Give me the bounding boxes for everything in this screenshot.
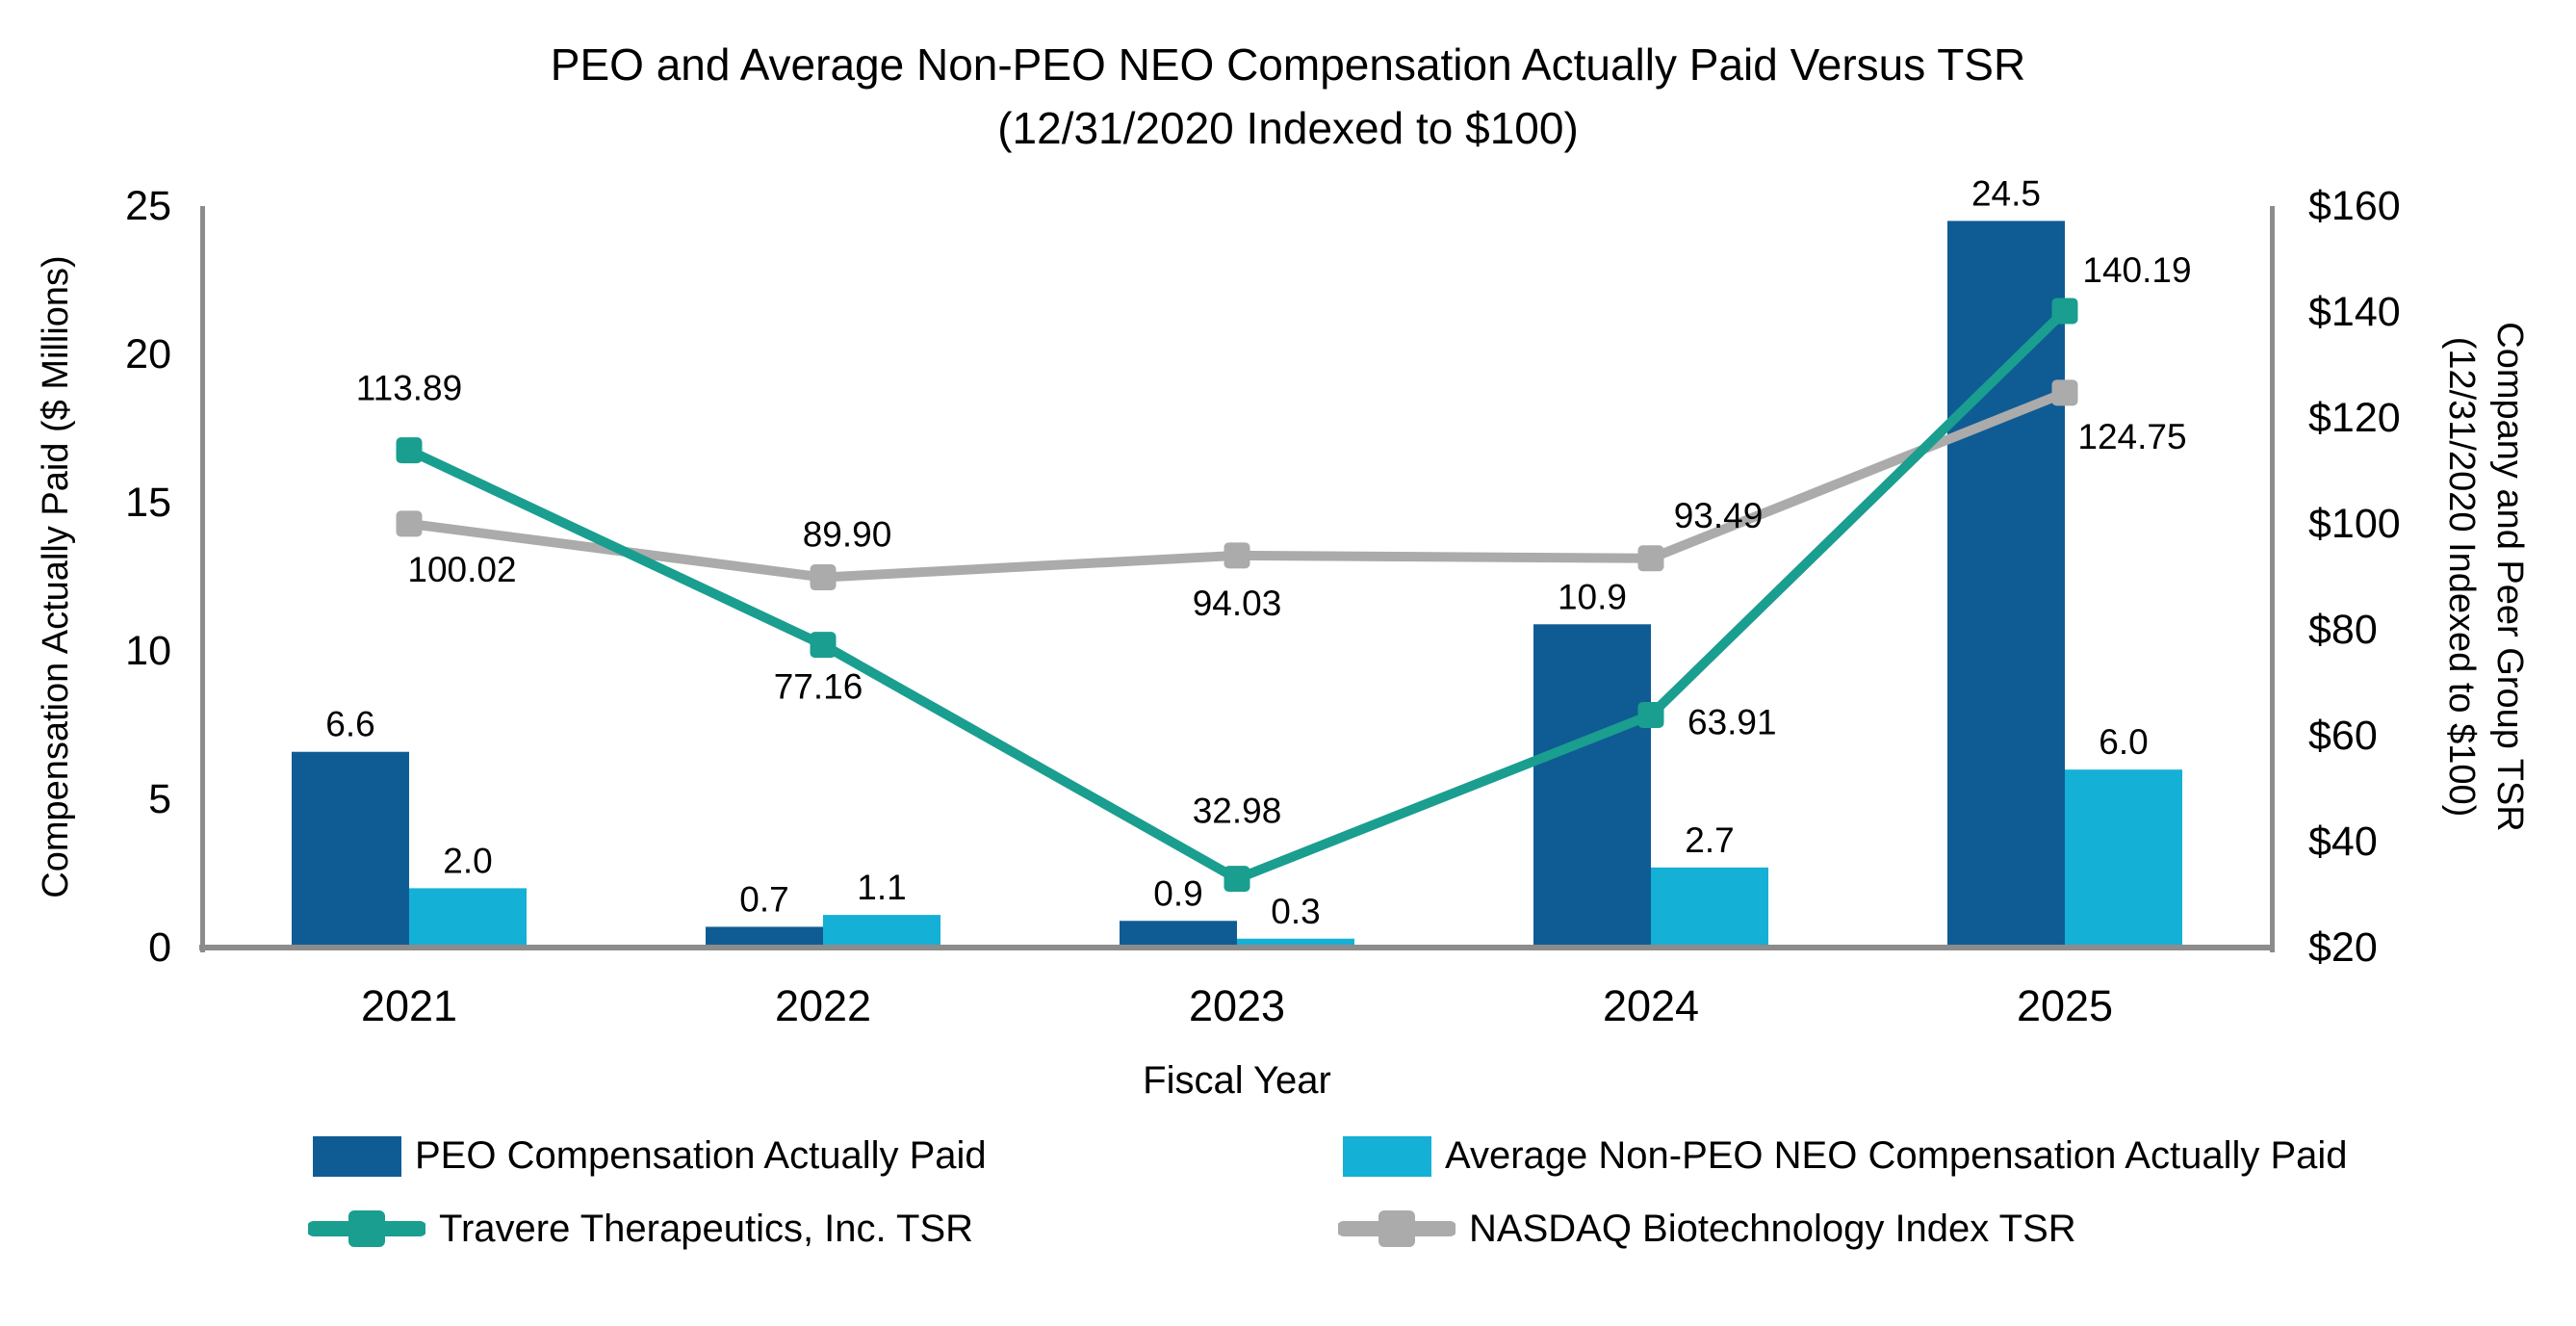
line-marker: [1637, 701, 1664, 728]
bar: [292, 751, 409, 948]
legend-item-travere: Travere Therapeutics, Inc. TSR: [306, 1206, 974, 1252]
line-value-label: 32.98: [1193, 792, 1282, 831]
bar-value-label: 0.3: [1271, 892, 1320, 931]
chart-title-line2: (12/31/2020 Indexed to $100): [997, 103, 1579, 153]
right-tick-label: $60: [2308, 713, 2378, 759]
line-marker: [1637, 545, 1664, 572]
line-value-label: 89.90: [803, 515, 892, 555]
y-axis-line-left: [200, 206, 205, 952]
bar-value-label: 0.9: [1153, 873, 1202, 913]
bar-value-label: 6.6: [325, 705, 374, 744]
legend-item-non-peo: Average Non-PEO NEO Compensation Actuall…: [1343, 1134, 2348, 1178]
x-axis-line: [199, 945, 2275, 950]
bar: [1651, 867, 1768, 948]
bar: [823, 915, 940, 948]
legend-line-marker: [348, 1210, 385, 1247]
line-marker: [396, 510, 423, 537]
line-marker: [810, 632, 837, 659]
bar: [409, 888, 527, 948]
year-label: 2022: [775, 981, 871, 1030]
legend-line-glyph: [306, 1210, 427, 1247]
non-peo-bar-swatch: [1343, 1135, 1431, 1177]
legend-item-peo: PEO Compensation Actually Paid: [313, 1134, 987, 1178]
line-marker: [1224, 866, 1250, 893]
line-value-label: 113.89: [356, 369, 462, 408]
chart-title-line1: PEO and Average Non-PEO NEO Compensation…: [550, 39, 2026, 90]
legend-line-glyph: [1336, 1210, 1457, 1247]
left-tick-label: 5: [148, 776, 171, 822]
bar-value-label: 2.7: [1685, 820, 1734, 860]
year-label: 2023: [1189, 981, 1285, 1030]
left-tick-label: 15: [125, 480, 171, 526]
bar-value-label: 0.7: [739, 879, 788, 919]
bar: [706, 926, 823, 948]
chart-title: PEO and Average Non-PEO NEO Compensation…: [0, 33, 2576, 160]
right-axis-title-line1: Company and Peer Group TSR: [2489, 322, 2530, 832]
right-tick-label: $40: [2308, 819, 2378, 865]
left-tick-label: 10: [125, 628, 171, 674]
right-tick-label: $20: [2308, 924, 2378, 971]
line-marker: [810, 564, 837, 591]
left-tick-label: 0: [148, 924, 171, 971]
right-tick-label: $160: [2308, 183, 2401, 229]
y-axis-line-right: [2270, 206, 2275, 952]
legend-label-peo: PEO Compensation Actually Paid: [415, 1134, 987, 1177]
bar: [1533, 624, 1651, 948]
travere-line-swatch: [306, 1206, 427, 1252]
legend-item-nasdaq: NASDAQ Biotechnology Index TSR: [1336, 1206, 2076, 1252]
right-tick-label: $120: [2308, 395, 2401, 441]
bar: [1237, 938, 1354, 948]
right-axis-title-line2: (12/31/2020 Indexed to $100): [2441, 336, 2482, 818]
line-value-label: 100.02: [407, 550, 516, 589]
nasdaq-line-swatch: [1336, 1206, 1457, 1252]
bar-value-label: 10.9: [1558, 577, 1627, 616]
legend-label-nasdaq: NASDAQ Biotechnology Index TSR: [1469, 1207, 2076, 1250]
legend-label-travere: Travere Therapeutics, Inc. TSR: [439, 1207, 974, 1250]
right-tick-label: $140: [2308, 289, 2401, 335]
line-marker: [2051, 379, 2078, 406]
bar-value-label: 6.0: [2099, 722, 2148, 762]
year-label: 2025: [2017, 981, 2113, 1030]
bar: [1120, 921, 1237, 948]
legend-label-non-peo: Average Non-PEO NEO Compensation Actuall…: [1445, 1134, 2348, 1177]
line-value-label: 63.91: [1687, 702, 1777, 741]
bar: [2065, 769, 2182, 948]
right-tick-label: $80: [2308, 607, 2378, 653]
line-marker: [396, 437, 423, 464]
bar-value-label: 24.5: [1971, 173, 2041, 213]
x-axis-title: Fiscal Year: [1143, 1059, 1331, 1102]
year-label: 2024: [1603, 981, 1699, 1030]
line-value-label: 140.19: [2082, 250, 2191, 290]
line-value-label: 124.75: [2077, 417, 2186, 456]
line-value-label: 94.03: [1193, 584, 1282, 623]
line-marker: [1224, 542, 1250, 569]
left-axis-title: Compensation Actually Paid ($ Millions): [36, 255, 76, 898]
right-tick-label: $100: [2308, 501, 2401, 547]
bar: [1947, 221, 2065, 948]
right-axis-title: Company and Peer Group TSR (12/31/2020 I…: [2435, 0, 2536, 1155]
bar-value-label: 1.1: [857, 868, 906, 907]
bar-value-label: 2.0: [443, 841, 492, 880]
line-value-label: 93.49: [1674, 496, 1764, 535]
line-value-label: 77.16: [774, 667, 863, 707]
peo-bar-swatch: [313, 1135, 401, 1177]
year-label: 2021: [361, 981, 457, 1030]
left-tick-label: 20: [125, 331, 171, 377]
legend-line-marker: [1378, 1210, 1415, 1247]
line-marker: [2051, 298, 2078, 325]
left-tick-label: 25: [125, 183, 171, 229]
